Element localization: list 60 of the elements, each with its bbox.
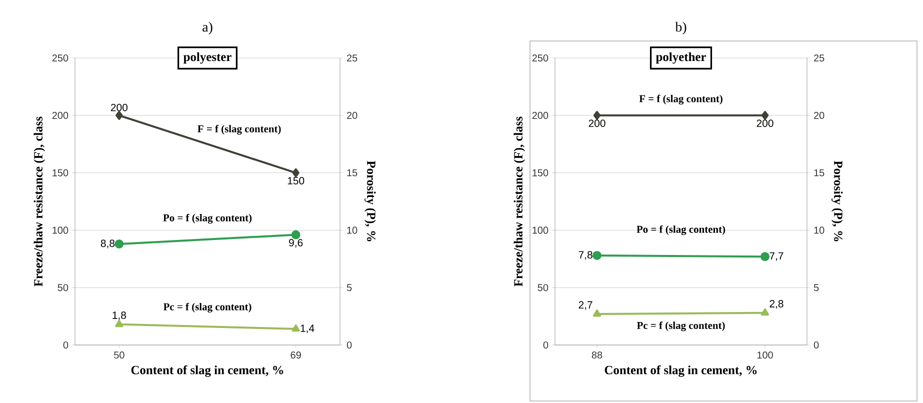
y-tick-label: 200 [52,112,68,119]
annotation: polyester [183,52,232,64]
y2-tick-label: 5 [814,284,819,292]
x-tick-label: 50 [114,352,124,359]
x-axis-title: Content of slag in cement, % [604,365,757,377]
data-label: 8,8 [100,240,115,248]
y2-tick-label: 0 [346,341,352,349]
y-tick-label: 0 [63,341,68,349]
series-label: F = f (slag content) [639,94,722,104]
point [291,230,300,240]
chart-title: a) [202,22,212,34]
y-tick-label: 100 [52,226,68,234]
y-tick-label: 250 [532,54,548,62]
data-label: 7,8 [578,251,592,260]
y-tick-label: 250 [52,54,68,62]
y2-axis-title: Porosity (P), % [364,160,376,242]
y-axis-title: Freeze/thaw resistance (F), class [514,116,526,286]
data-label: 200 [588,120,606,127]
y-tick-label: 150 [532,169,548,176]
data-label: 200 [756,120,774,127]
y2-axis-title: Porosity (P), % [831,160,843,242]
y2-tick-label: 15 [814,169,824,176]
point [114,239,124,248]
data-label: 1,8 [112,312,126,320]
y-tick-label: 200 [532,112,548,119]
x-tick-label: 88 [592,352,602,359]
data-label: 9,6 [289,238,303,248]
data-label: 2,7 [578,301,592,310]
y2-tick-label: 0 [814,341,819,349]
x-tick-label: 69 [290,352,301,359]
series-label: F = f (slag content) [198,124,281,135]
x-tick-label: 100 [757,352,773,359]
y2-tick-label: 10 [814,226,824,234]
point [592,250,602,260]
annotation: polyether [656,52,706,64]
y2-tick-label: 20 [347,112,358,119]
y-tick-label: 100 [532,226,548,234]
y2-tick-label: 10 [347,226,358,234]
y-axis-title: Freeze/thaw resistance (F), class [34,116,46,286]
data-label: 2,8 [770,300,784,309]
y-tick-label: 0 [543,341,548,349]
point [760,252,770,262]
y2-tick-label: 15 [347,169,358,176]
chart-title: b) [675,22,686,34]
data-label: 200 [110,104,128,112]
x-axis-title: Content of slag in cement, % [131,365,284,377]
y-tick-label: 50 [538,284,548,292]
y-tick-label: 150 [52,169,68,176]
series-label: Pc = f (slag content) [163,302,252,313]
series-label: Po = f (slag content) [163,214,252,224]
y2-tick-label: 20 [814,112,824,119]
y-tick-label: 50 [58,284,68,292]
data-label: 1,4 [300,324,314,334]
series-label: Po = f (slag content) [636,225,726,236]
y2-tick-label: 25 [814,54,824,62]
y2-tick-label: 25 [347,54,358,62]
data-label: 150 [288,176,304,184]
series-label: Pc = f (slag content) [636,322,725,332]
y2-tick-label: 5 [346,284,352,292]
data-label: 7,7 [770,252,784,261]
